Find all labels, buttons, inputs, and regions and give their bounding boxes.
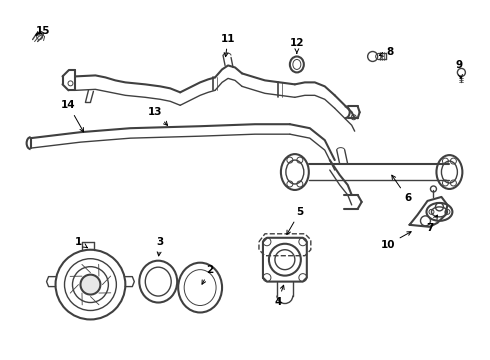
Text: 15: 15 xyxy=(35,26,50,36)
Text: 11: 11 xyxy=(221,33,235,57)
Text: 2: 2 xyxy=(202,265,214,284)
Text: 1: 1 xyxy=(75,237,87,248)
Text: 10: 10 xyxy=(380,232,411,250)
Text: 4: 4 xyxy=(274,285,284,306)
Text: 5: 5 xyxy=(287,207,303,234)
Text: 12: 12 xyxy=(290,37,304,53)
Text: 13: 13 xyxy=(148,107,168,125)
Circle shape xyxy=(80,275,100,294)
Text: 14: 14 xyxy=(61,100,84,132)
Text: 8: 8 xyxy=(379,48,393,58)
Text: 9: 9 xyxy=(456,60,463,78)
Text: 7: 7 xyxy=(426,215,438,233)
Text: 6: 6 xyxy=(392,175,411,203)
Text: 3: 3 xyxy=(157,237,164,256)
